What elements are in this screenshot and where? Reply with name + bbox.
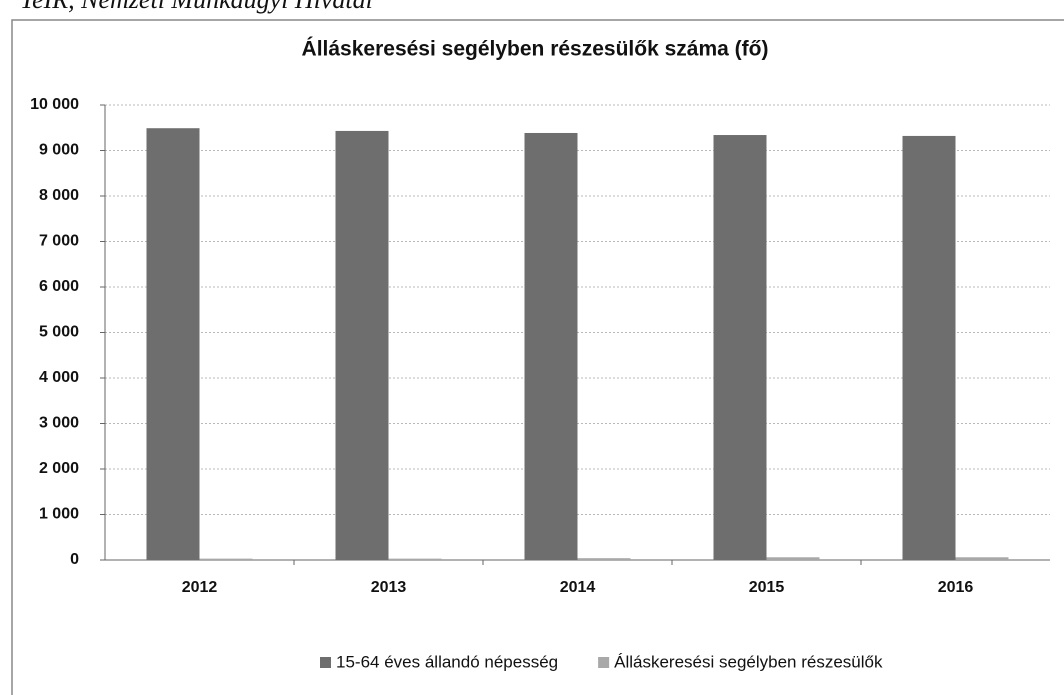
y-tick-label: 3 000 bbox=[39, 415, 79, 432]
bar bbox=[766, 557, 820, 560]
source-note: TeIR, Nemzeti Munkaügyi Hivatal bbox=[20, 0, 373, 14]
bar bbox=[955, 557, 1009, 560]
y-tick-label: 1 000 bbox=[39, 506, 79, 523]
legend-swatch bbox=[320, 657, 331, 668]
x-tick-label: 2012 bbox=[182, 579, 218, 596]
bar bbox=[388, 558, 442, 560]
bar bbox=[524, 132, 578, 561]
y-tick-label: 2 000 bbox=[39, 460, 79, 477]
chart-frame bbox=[11, 19, 1064, 695]
bar bbox=[335, 130, 389, 560]
legend-swatch bbox=[598, 657, 610, 668]
y-tick-label: 6 000 bbox=[39, 278, 79, 295]
chart-title: Álláskeresési segélyben részesülők száma… bbox=[302, 38, 769, 61]
y-tick-label: 4 000 bbox=[39, 369, 79, 386]
y-tick-label: 10 000 bbox=[30, 96, 79, 113]
x-tick-label: 2016 bbox=[938, 579, 974, 596]
bar bbox=[199, 558, 253, 560]
legend-label: Álláskeresési segélyben részesülők bbox=[614, 652, 883, 671]
y-tick-label: 7 000 bbox=[39, 233, 79, 250]
x-tick-label: 2014 bbox=[560, 579, 596, 596]
x-tick-label: 2013 bbox=[371, 579, 407, 596]
bar bbox=[146, 128, 200, 560]
y-tick-label: 8 000 bbox=[39, 187, 79, 204]
bar bbox=[577, 558, 631, 560]
bar bbox=[902, 135, 956, 560]
bar bbox=[713, 135, 767, 560]
y-tick-label: 0 bbox=[70, 551, 79, 568]
x-tick-label: 2015 bbox=[749, 579, 785, 596]
y-tick-label: 9 000 bbox=[39, 142, 79, 159]
y-tick-label: 5 000 bbox=[39, 324, 79, 341]
legend-label: 15-64 éves állandó népesség bbox=[336, 652, 558, 671]
